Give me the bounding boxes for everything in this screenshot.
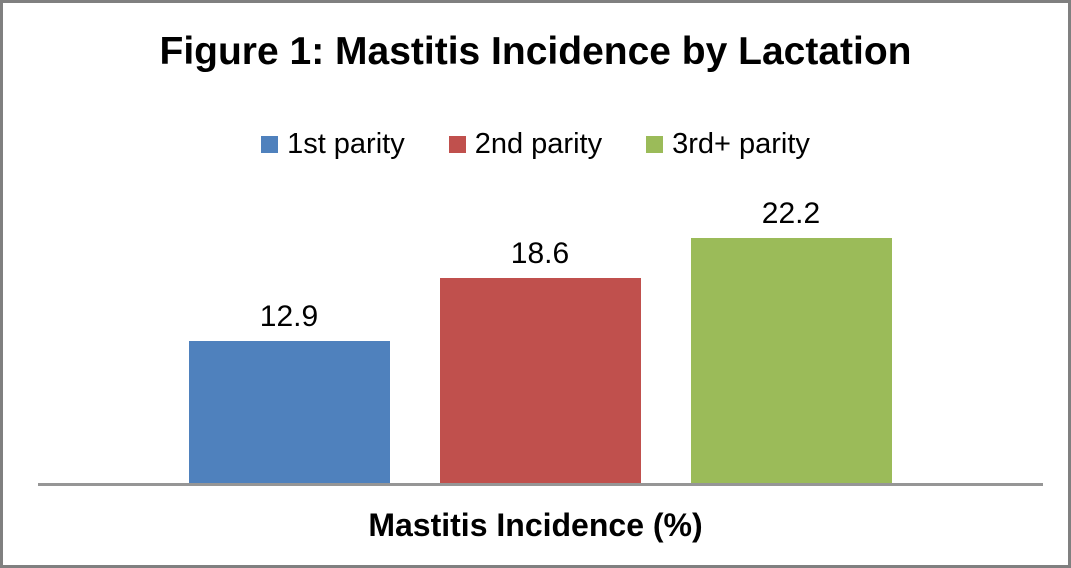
bar-1st-parity [188, 341, 390, 485]
chart-title: Figure 1: Mastitis Incidence by Lactatio… [159, 30, 912, 73]
legend-label: 3rd+ parity [672, 128, 810, 160]
legend-swatch-3rd-parity [646, 136, 664, 154]
chart-legend: 1st parity 2nd parity 3rd+ parity [3, 128, 1068, 161]
legend-swatch-1st-parity [261, 136, 279, 154]
x-axis-line [38, 483, 1043, 486]
legend-item-3rd-parity: 3rd+ parity [646, 128, 810, 161]
legend-swatch-2nd-parity [448, 136, 466, 154]
legend-item-2nd-parity: 2nd parity [448, 128, 603, 161]
data-label-2nd-parity: 18.6 [510, 237, 570, 270]
bar-2nd-parity [439, 278, 641, 485]
legend-item-1st-parity: 1st parity [261, 128, 405, 161]
data-label-1st-parity: 12.9 [259, 300, 319, 333]
legend-label: 2nd parity [474, 128, 603, 160]
bar-3rd-parity [690, 238, 892, 485]
x-axis-title: Mastitis Incidence (%) [368, 507, 703, 543]
data-label-3rd-parity: 22.2 [761, 197, 821, 230]
plot-area: 12.9 18.6 22.2 [3, 3, 1068, 565]
legend-label: 1st parity [287, 128, 405, 160]
